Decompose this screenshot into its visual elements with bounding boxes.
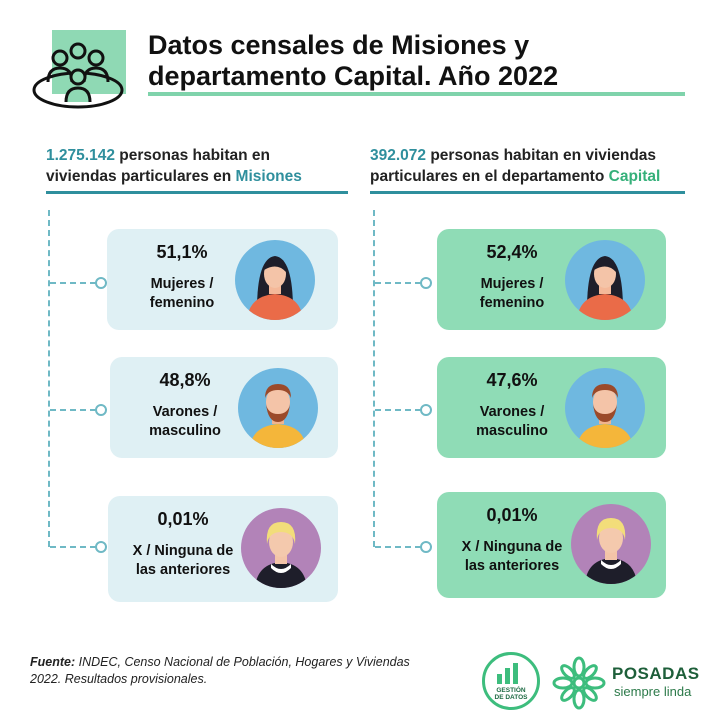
- card-label: Varones / masculino: [149, 404, 221, 439]
- right-text-a: personas habitan en viviendas: [430, 147, 657, 164]
- right-heading-underline: [370, 191, 685, 194]
- title-line-1: Datos censales de Misiones y: [148, 30, 530, 60]
- left-connector-dot-1: [95, 277, 107, 289]
- right-card-other: 0,01% X / Ninguna de las anteriores: [437, 492, 666, 598]
- card-percentage: 47,6%: [486, 370, 538, 390]
- left-text-a: personas habitan en: [119, 147, 271, 164]
- right-connector-2: [375, 409, 421, 411]
- page-title: Datos censales de Misiones y departament…: [148, 30, 688, 92]
- left-connector-dot-2: [95, 404, 107, 416]
- right-column-heading: 392.072 personas habitan en viviendas pa…: [370, 145, 700, 187]
- woman-avatar-icon: [235, 240, 315, 320]
- right-connector-dot-1: [420, 277, 432, 289]
- gestion-datos-text: GESTIÓN DE DATOS: [494, 687, 528, 701]
- left-heading-underline: [46, 191, 348, 194]
- source-text-2: 2022. Resultados provisionales.: [30, 672, 208, 686]
- left-connector-dot-3: [95, 541, 107, 553]
- source-label: Fuente:: [30, 655, 76, 669]
- right-connector-1: [375, 282, 421, 284]
- title-line-2: departamento Capital. Año 2022: [148, 61, 559, 91]
- right-place: Capital: [608, 168, 661, 185]
- left-text-b: viviendas particulares en: [46, 168, 232, 185]
- bar-chart-icon: [497, 663, 518, 684]
- right-connector-dot-2: [420, 404, 432, 416]
- card-label: X / Ninguna de las anteriores: [461, 539, 563, 574]
- left-card-women: 51,1% Mujeres / femenino: [107, 229, 338, 330]
- right-card-men: 47,6% Varones / masculino: [437, 357, 666, 458]
- card-label: Mujeres / femenino: [479, 276, 545, 311]
- source-text-1: INDEC, Censo Nacional de Población, Hoga…: [75, 655, 410, 669]
- card-label: Varones / masculino: [476, 404, 548, 439]
- left-column-heading: 1.275.142 personas habitan en viviendas …: [46, 145, 346, 187]
- left-connector-2: [50, 409, 96, 411]
- right-text-b: particulares en el departamento: [370, 168, 605, 185]
- left-card-other: 0,01% X / Ninguna de las anteriores: [108, 496, 338, 602]
- right-connector-vertical: [373, 210, 375, 547]
- right-connector-3: [375, 546, 421, 548]
- right-connector-dot-3: [420, 541, 432, 553]
- man-avatar-icon: [565, 368, 645, 448]
- person-avatar-icon: [571, 504, 651, 584]
- card-label: Mujeres / femenino: [149, 276, 215, 311]
- source-note: Fuente: INDEC, Censo Nacional de Poblaci…: [30, 654, 450, 688]
- card-percentage: 0,01%: [157, 509, 209, 529]
- left-connector-3: [50, 546, 96, 548]
- person-avatar-icon: [241, 508, 321, 588]
- people-group-icon: [32, 42, 124, 109]
- title-underline: [148, 92, 685, 96]
- woman-avatar-icon: [565, 240, 645, 320]
- card-percentage: 48,8%: [159, 370, 211, 390]
- gestion-datos-logo: [482, 652, 540, 710]
- left-connector-1: [50, 282, 96, 284]
- right-card-women: 52,4% Mujeres / femenino: [437, 229, 666, 330]
- posadas-flower-logo-icon: [552, 656, 606, 710]
- left-count: 1.275.142: [46, 147, 115, 164]
- card-percentage: 0,01%: [486, 505, 538, 525]
- left-card-men: 48,8% Varones / masculino: [110, 357, 338, 458]
- left-connector-vertical: [48, 210, 50, 547]
- card-label: X / Ninguna de las anteriores: [132, 543, 234, 578]
- card-percentage: 52,4%: [486, 242, 538, 262]
- posadas-logo-subtitle: siempre linda: [614, 684, 692, 699]
- card-percentage: 51,1%: [156, 242, 208, 262]
- man-avatar-icon: [238, 368, 318, 448]
- left-place: Misiones: [235, 168, 302, 185]
- right-count: 392.072: [370, 147, 427, 164]
- posadas-logo-title: POSADAS: [612, 664, 700, 683]
